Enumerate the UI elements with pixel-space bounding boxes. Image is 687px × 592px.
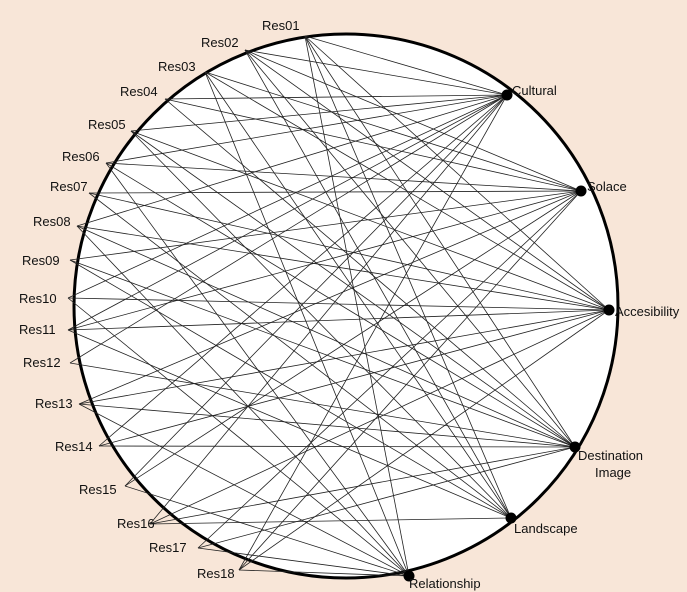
respondent-label-res12: Res12 bbox=[23, 355, 61, 370]
edge-res11-landscape bbox=[67, 329, 512, 519]
edge-res09-landscape bbox=[69, 259, 512, 519]
theme-label-destination: Destination Image bbox=[578, 448, 643, 480]
edge-res13-accesibility bbox=[78, 309, 610, 405]
edge-res02-accesibility bbox=[244, 49, 610, 311]
edge-res06-destination bbox=[105, 162, 576, 448]
edge-res14-destination bbox=[98, 445, 576, 448]
theme-label-landscape: Landscape bbox=[514, 521, 578, 536]
edge-res06-cultural bbox=[105, 94, 508, 164]
edge-res11-accesibility bbox=[67, 309, 610, 331]
edge-res09-solace bbox=[69, 190, 582, 261]
theme-node-solace bbox=[575, 185, 587, 197]
edge-res07-accesibility bbox=[88, 192, 610, 311]
theme-label-cultural: Cultural bbox=[512, 83, 557, 98]
edge-res17-relationship bbox=[197, 547, 410, 577]
edge-res02-cultural bbox=[244, 49, 508, 96]
edge-res08-relationship bbox=[76, 225, 410, 577]
edge-res07-landscape bbox=[88, 192, 512, 519]
edge-res13-relationship bbox=[78, 403, 410, 577]
edge-res11-cultural bbox=[67, 94, 508, 331]
edge-res02-solace bbox=[244, 49, 582, 192]
edge-res13-destination bbox=[78, 403, 576, 448]
edge-res18-cultural bbox=[238, 94, 508, 571]
edges-group bbox=[67, 35, 610, 577]
edge-res12-cultural bbox=[69, 94, 508, 364]
respondent-label-res05: Res05 bbox=[88, 117, 126, 132]
edge-res03-solace bbox=[204, 71, 582, 192]
theme-label-relationship: Relationship bbox=[409, 576, 481, 591]
theme-node-landscape bbox=[505, 512, 517, 524]
respondent-label-res07: Res07 bbox=[50, 179, 88, 194]
edge-res11-solace bbox=[67, 190, 582, 331]
edge-res18-accesibility bbox=[238, 309, 610, 571]
edge-res04-destination bbox=[164, 98, 576, 448]
respondent-label-res10: Res10 bbox=[19, 291, 57, 306]
respondent-label-res17: Res17 bbox=[149, 540, 187, 555]
edge-res05-destination bbox=[130, 130, 576, 448]
edge-res17-solace bbox=[197, 190, 582, 549]
edge-res08-destination bbox=[76, 225, 576, 448]
respondent-label-res14: Res14 bbox=[55, 439, 93, 454]
edge-res10-cultural bbox=[67, 94, 508, 299]
respondent-label-res13: Res13 bbox=[35, 396, 73, 411]
edge-res07-solace bbox=[88, 190, 582, 194]
edge-res02-landscape bbox=[244, 49, 512, 519]
theme-node-accesibility bbox=[603, 304, 615, 316]
edge-res04-solace bbox=[164, 98, 582, 192]
theme-label-accesibility: Accesibility bbox=[615, 304, 680, 319]
edge-res08-cultural bbox=[76, 94, 508, 227]
edge-res16-destination bbox=[149, 446, 576, 525]
edge-res12-destination bbox=[69, 362, 576, 448]
edge-res05-landscape bbox=[130, 130, 512, 519]
theme-label-solace: Solace bbox=[587, 179, 627, 194]
respondent-label-res04: Res04 bbox=[120, 84, 158, 99]
edge-res15-cultural bbox=[124, 94, 508, 487]
edge-res16-landscape bbox=[149, 517, 512, 525]
respondent-label-res06: Res06 bbox=[62, 149, 100, 164]
edge-res15-solace bbox=[124, 190, 582, 487]
edge-res02-destination bbox=[244, 49, 576, 448]
nodes-group bbox=[403, 89, 615, 582]
respondent-label-res15: Res15 bbox=[79, 482, 117, 497]
edge-res05-accesibility bbox=[130, 130, 610, 311]
edge-res16-accesibility bbox=[149, 309, 610, 525]
theme-node-relationship bbox=[403, 570, 415, 582]
edge-res13-solace bbox=[78, 190, 582, 405]
edge-res03-accesibility bbox=[204, 71, 610, 311]
theme-node-destination bbox=[569, 441, 581, 453]
respondent-label-res08: Res08 bbox=[33, 214, 71, 229]
edge-res16-cultural bbox=[149, 94, 508, 525]
respondent-label-res09: Res09 bbox=[22, 253, 60, 268]
edge-res14-accesibility bbox=[98, 309, 610, 447]
edge-res04-cultural bbox=[164, 94, 508, 100]
edge-res10-relationship bbox=[67, 297, 410, 577]
edge-res14-cultural bbox=[98, 94, 508, 447]
edge-res01-accesibility bbox=[304, 35, 610, 311]
edge-res10-accesibility bbox=[67, 297, 610, 311]
respondent-label-res02: Res02 bbox=[201, 35, 239, 50]
edge-res05-cultural bbox=[130, 94, 508, 132]
edge-res18-relationship bbox=[238, 569, 410, 577]
respondent-label-res03: Res03 bbox=[158, 59, 196, 74]
respondent-label-res11: Res11 bbox=[19, 322, 56, 337]
edge-res18-solace bbox=[238, 190, 582, 571]
edge-res06-solace bbox=[105, 162, 582, 192]
edge-res15-relationship bbox=[124, 485, 410, 577]
edge-res03-relationship bbox=[204, 71, 410, 577]
edge-res01-cultural bbox=[304, 35, 508, 96]
respondent-label-res16: Res16 bbox=[117, 516, 155, 531]
edge-res03-landscape bbox=[204, 71, 512, 519]
edge-res01-destination bbox=[304, 35, 576, 448]
edge-res08-accesibility bbox=[76, 225, 610, 311]
theme-node-cultural bbox=[501, 89, 513, 101]
edge-res01-landscape bbox=[304, 35, 512, 519]
respondent-label-res01: Res01 bbox=[262, 18, 300, 33]
edge-res09-destination bbox=[69, 259, 576, 448]
respondent-label-res18: Res18 bbox=[197, 566, 235, 581]
boundary-circle bbox=[72, 32, 620, 580]
